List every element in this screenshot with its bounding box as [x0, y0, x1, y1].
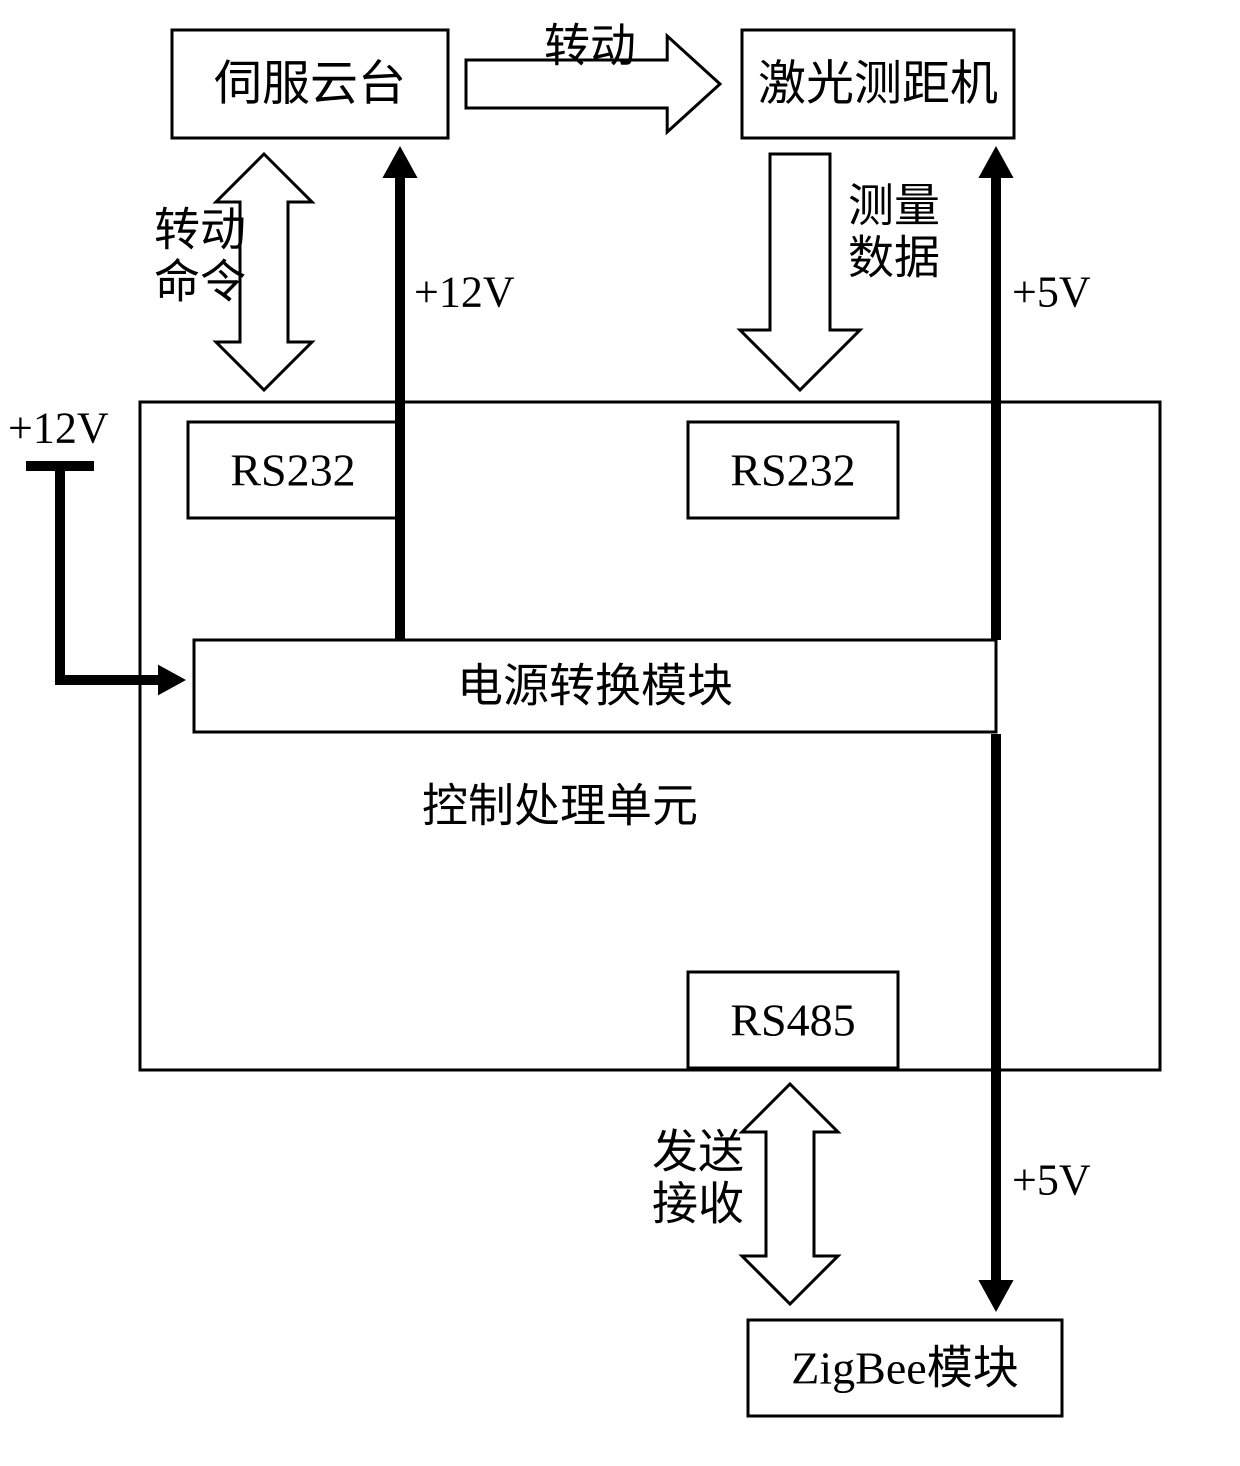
- svg-text:+12V: +12V: [8, 404, 109, 453]
- svg-text:RS485: RS485: [730, 995, 855, 1046]
- txrx-arrow: [742, 1084, 838, 1304]
- zigbee-box: ZigBee模块: [748, 1320, 1062, 1416]
- svg-text:激光测距机: 激光测距机: [758, 58, 998, 111]
- svg-text:ZigBee模块: ZigBee模块: [791, 1343, 1018, 1394]
- servo-gimbal-box: 伺服云台: [172, 30, 448, 138]
- svg-text:RS232: RS232: [230, 445, 355, 496]
- label-meas1: 测量: [848, 181, 940, 232]
- svg-text:+5V: +5V: [1012, 1156, 1091, 1205]
- power-converter-box: 电源转换模块: [194, 640, 996, 732]
- label-rx: 接收: [652, 1179, 744, 1230]
- label-meas2: 数据: [848, 233, 940, 284]
- svg-text:RS232: RS232: [730, 445, 855, 496]
- laser-rangefinder-box: 激光测距机: [742, 30, 1014, 138]
- label-rotate: 转动: [544, 21, 636, 72]
- rs485-box: RS485: [688, 972, 898, 1068]
- rs232-left-box: RS232: [188, 422, 398, 518]
- svg-text:电源转换模块: 电源转换模块: [457, 661, 733, 712]
- pin-arrow: [55, 665, 186, 696]
- rs232-right-box: RS232: [688, 422, 898, 518]
- svg-text:伺服云台: 伺服云台: [214, 58, 406, 111]
- label-cmd1: 转动: [154, 205, 246, 256]
- svg-text:+12V: +12V: [414, 268, 515, 317]
- label-tx: 发送: [652, 1127, 744, 1178]
- svg-text:控制处理单元: 控制处理单元: [422, 781, 698, 832]
- label-cmd2: 命令: [154, 257, 246, 308]
- measure-arrow: [740, 154, 860, 390]
- svg-text:+5V: +5V: [1012, 268, 1091, 317]
